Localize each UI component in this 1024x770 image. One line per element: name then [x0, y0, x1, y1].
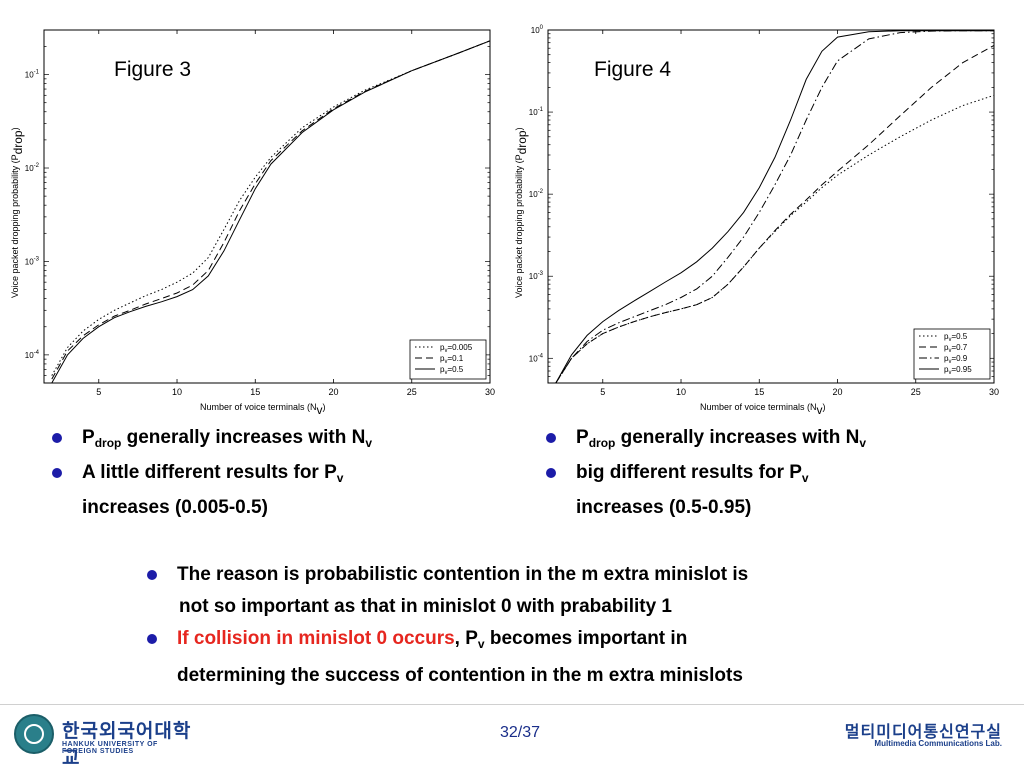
bullet-dot-icon [52, 433, 62, 443]
y-tick-label: 10-2 [529, 189, 544, 199]
x-tick-label: 15 [250, 387, 260, 397]
x-tick-label: 5 [96, 387, 101, 397]
legend-label: pv=0.9 [944, 354, 968, 365]
y-tick-label: 100 [531, 25, 544, 35]
university-logo: 한국외국어대학교 HANKUK UNIVERSITY OF FOREIGN ST… [14, 714, 194, 769]
series-line-dotted [555, 94, 995, 384]
legend-label: pv=0.95 [944, 365, 972, 376]
university-name-english: HANKUK UNIVERSITY OF FOREIGN STUDIES [62, 741, 158, 755]
y-tick-label: 10-4 [529, 353, 544, 363]
y-tick-label: 10-1 [529, 107, 544, 117]
left-bullet-1: Pdrop generally increases with Nv [52, 423, 492, 458]
series-line-dashed [555, 44, 995, 384]
x-tick-label: 10 [172, 387, 182, 397]
y-tick-label: 10-1 [25, 70, 40, 80]
university-seal-icon [14, 714, 54, 754]
lab-name-english: Multimedia Communications Lab. [874, 739, 1002, 748]
y-tick-label: 10-3 [25, 256, 40, 266]
figure-4-chart: 5 10 15 20 25 30 10-4 10-3 10-2 10-1 100 pv=0.5 pv=0… [508, 18, 999, 418]
y-tick-label: 10-3 [529, 271, 544, 281]
series-line-dashed [51, 40, 491, 380]
page-number: 32/37 [500, 724, 541, 741]
series-line-solid [555, 30, 994, 384]
plot-frame [547, 29, 995, 384]
bullet-dot-icon [52, 468, 62, 478]
bullet-dot-icon [147, 570, 157, 580]
figure-4-xlabel: Number of voice terminals (Nv) [700, 402, 826, 417]
right-bullet-1: Pdrop generally increases with Nv [546, 423, 1006, 458]
legend-label: pv=0.005 [440, 343, 473, 354]
legend-label: pv=0.7 [944, 343, 968, 354]
x-tick-label: 25 [911, 387, 921, 397]
right-bullet-list: Pdrop generally increases with Nv big di… [546, 423, 1006, 523]
figure-3-title: Figure 3 [114, 58, 192, 81]
x-tick-label: 15 [754, 387, 764, 397]
bottom-bullet-2: If collision in minislot 0 occurs, Pv be… [147, 623, 1007, 692]
plot-frame [43, 29, 491, 384]
legend-box [409, 339, 487, 380]
legend-box [913, 328, 991, 380]
figure-3-chart: 5 10 15 20 25 30 10-4 10-3 10-2 10-1 pv=0.005 pv=0.… [4, 18, 495, 418]
legend-label: pv=0.5 [440, 365, 464, 376]
x-tick-label: 30 [989, 387, 999, 397]
legend-label: pv=0.5 [944, 332, 968, 343]
figure-4-ylabel: Voice packet dropping probability (Pdrop… [514, 127, 529, 298]
legend-label: pv=0.1 [440, 354, 464, 365]
x-tick-label: 5 [600, 387, 605, 397]
left-bullet-2: A little different results for Pv increa… [52, 458, 492, 523]
bullet-dot-icon [147, 634, 157, 644]
x-tick-label: 30 [485, 387, 495, 397]
x-tick-label: 10 [676, 387, 686, 397]
x-tick-label: 20 [329, 387, 339, 397]
bullet-dot-icon [546, 433, 556, 443]
bottom-bullet-list: The reason is probabilistic contention i… [147, 559, 1007, 692]
series-line-solid [51, 40, 491, 384]
x-tick-label: 25 [407, 387, 417, 397]
figure-3-plot: 5 10 15 20 25 3010-410-310-210-1pv=0.005pv=0.… [25, 29, 495, 397]
y-tick-label: 10-4 [25, 350, 40, 360]
bottom-bullet-1: The reason is probabilistic contention i… [147, 559, 1007, 623]
series-line-dotted [51, 40, 491, 376]
bullet-dot-icon [546, 468, 556, 478]
figure-3-ylabel: Voice packet dropping probability (Pdrop… [10, 127, 25, 298]
x-tick-label: 20 [833, 387, 843, 397]
lab-logo: 멀티미디어통신연구실 Multimedia Communications Lab… [845, 718, 1002, 752]
university-name-korean: 한국외국어대학교 [62, 720, 192, 769]
series-line-dashdot [555, 30, 994, 384]
lab-name-korean: 멀티미디어통신연구실 [844, 722, 1002, 741]
figure-4-plot: 5 10 15 20 25 3010-410-310-210-1100pv=0.5pv=0… [529, 25, 999, 397]
figure-3-xlabel: Number of voice terminals (Nv) [200, 402, 326, 417]
left-bullet-list: Pdrop generally increases with Nv A litt… [52, 423, 492, 523]
figure-4-title: Figure 4 [594, 58, 672, 81]
right-bullet-2: big different results for Pv increases (… [546, 458, 1006, 523]
footer-divider [0, 704, 1024, 705]
y-tick-label: 10-2 [25, 163, 40, 173]
